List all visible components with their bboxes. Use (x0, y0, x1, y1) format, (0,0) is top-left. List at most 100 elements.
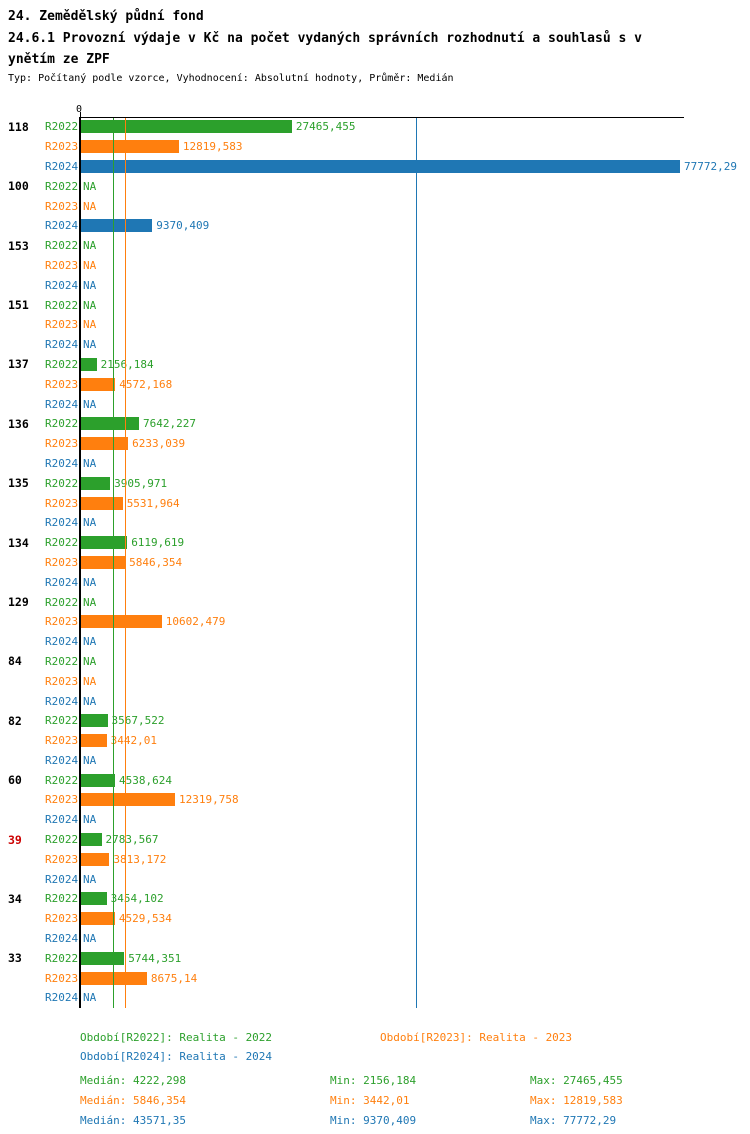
bar-r2023 (80, 496, 123, 510)
chart-row: R2024 NA (0, 929, 750, 949)
chart-row: 151 R2022 NA (0, 295, 750, 315)
chart-row: R2023 5531,964 (0, 493, 750, 513)
series-label: R2022 (45, 536, 79, 550)
na-label: NA (83, 635, 97, 649)
bar-track: 6233,039 (80, 434, 750, 454)
stat-max-r2024: Max: 77772,29 (530, 1114, 617, 1128)
bar-track: 77772,29 (80, 157, 750, 177)
series-label: R2023 (45, 496, 79, 510)
chart-row: 135 R2022 3905,971 (0, 473, 750, 493)
group-label: 34 (8, 891, 22, 906)
bar-value: 7642,227 (143, 417, 196, 431)
series-label: R2023 (45, 258, 79, 272)
bar-value: 10602,479 (165, 615, 226, 629)
bar-r2023 (80, 140, 179, 154)
series-label: R2023 (45, 852, 79, 866)
bar-value: 4529,534 (118, 912, 172, 926)
bar-r2023 (80, 555, 126, 569)
na-label: NA (83, 278, 97, 292)
group-label: 100 (8, 179, 29, 194)
group-label: 84 (8, 654, 22, 669)
bar-r2023 (80, 615, 162, 629)
chart-row: R2024 NA (0, 988, 750, 1008)
chart-row: R2024 NA (0, 275, 750, 295)
bar-track: NA (80, 652, 750, 672)
chart-row: R2024 NA (0, 691, 750, 711)
series-label: R2023 (45, 318, 79, 332)
bar-r2022 (80, 357, 97, 371)
series-label: R2022 (45, 298, 79, 312)
bar-track: 10602,479 (80, 612, 750, 632)
series-label: R2022 (45, 833, 79, 847)
chart-row: R2023 NA (0, 315, 750, 335)
stat-max-r2022: Max: 27465,455 (530, 1074, 623, 1088)
chart-row: R2024 NA (0, 810, 750, 830)
bar-r2022 (80, 536, 128, 550)
chart-subtitle-line2: ynětím ze ZPF (8, 52, 110, 67)
bar-r2023 (80, 852, 110, 866)
chart-row: R2023 NA (0, 196, 750, 216)
chart-row: 129 R2022 NA (0, 592, 750, 612)
chart-row: R2023 4572,168 (0, 374, 750, 394)
bar-value: 5846,354 (129, 555, 183, 569)
bar-track: 12819,583 (80, 137, 750, 157)
stat-min-r2022: Min: 2156,184 (330, 1074, 417, 1088)
na-label: NA (83, 694, 97, 708)
legend-row: Období[R2024]: Realita - 2024 (80, 1047, 750, 1066)
series-label: R2024 (45, 338, 79, 352)
legend-item-r2024: Období[R2024]: Realita - 2024 (80, 1049, 273, 1063)
bar-track: NA (80, 275, 750, 295)
series-label: R2024 (45, 813, 79, 827)
series-label: R2024 (45, 159, 79, 173)
chart-row: R2023 5846,354 (0, 553, 750, 573)
bar-value: 3567,522 (111, 714, 165, 728)
legend-item-r2022: Období[R2022]: Realita - 2022 (80, 1030, 273, 1044)
bar-value: 77772,29 (684, 159, 737, 173)
chart-meta: Typ: Počítaný podle vzorce, Vyhodnocení:… (8, 73, 454, 84)
bar-r2024 (80, 219, 153, 233)
group-label: 39 (8, 832, 22, 847)
chart-row: R2024 NA (0, 513, 750, 533)
na-label: NA (83, 199, 97, 213)
bar-r2023 (80, 971, 147, 985)
bar-track: 9370,409 (80, 216, 750, 236)
bar-track: 6119,619 (80, 533, 750, 553)
na-label: NA (83, 872, 97, 886)
bar-chart: 0 118 R2022 27465,455 R2023 12819,583 R2024 77… (0, 101, 750, 1008)
series-label: R2024 (45, 991, 79, 1005)
series-label: R2023 (45, 615, 79, 629)
series-label: R2022 (45, 892, 79, 906)
bar-r2022 (80, 120, 292, 134)
chart-row: 134 R2022 6119,619 (0, 533, 750, 553)
group-label: 118 (8, 119, 29, 134)
bar-r2022 (80, 773, 115, 787)
series-label: R2022 (45, 417, 79, 431)
na-label: NA (83, 813, 97, 827)
bar-value: 4538,624 (119, 773, 172, 787)
chart-row: R2023 10602,479 (0, 612, 750, 632)
chart-row: R2023 4529,534 (0, 909, 750, 929)
bar-track: 5531,964 (80, 493, 750, 513)
stat-median-r2024: Medián: 43571,35 (80, 1114, 186, 1128)
bar-r2022 (80, 951, 125, 965)
chart-row: 136 R2022 7642,227 (0, 414, 750, 434)
series-label: R2022 (45, 654, 79, 668)
bar-track: 2156,184 (80, 355, 750, 375)
bar-track: 5744,351 (80, 948, 750, 968)
bar-track: NA (80, 295, 750, 315)
group-label: 137 (8, 357, 29, 372)
y-axis-line (79, 117, 81, 1008)
bar-r2022 (80, 417, 139, 431)
bar-track: NA (80, 751, 750, 771)
na-label: NA (83, 397, 97, 411)
chart-row: 84 R2022 NA (0, 652, 750, 672)
chart-row: R2023 NA (0, 256, 750, 276)
bar-track: 4529,534 (80, 909, 750, 929)
series-label: R2023 (45, 437, 79, 451)
chart-row: 100 R2022 NA (0, 176, 750, 196)
na-label: NA (83, 991, 97, 1005)
series-label: R2022 (45, 714, 79, 728)
chart-row: R2023 NA (0, 671, 750, 691)
bar-track: 3454,102 (80, 889, 750, 909)
chart-row: R2024 NA (0, 751, 750, 771)
